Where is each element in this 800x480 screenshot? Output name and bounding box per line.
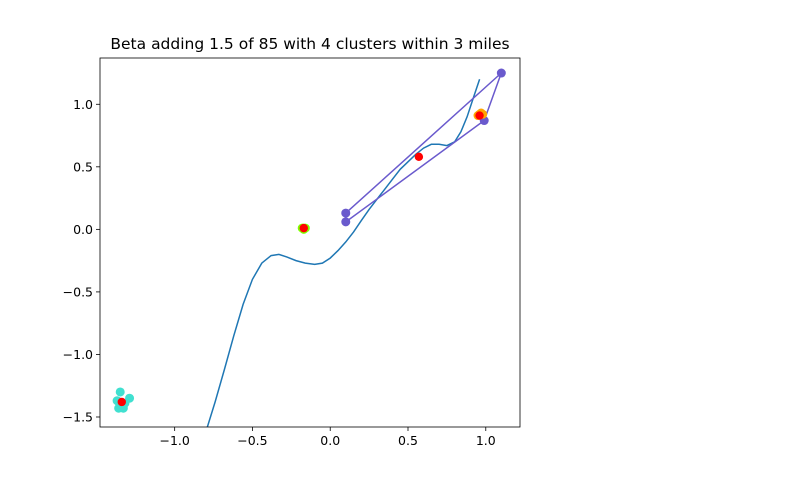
chart-title: Beta adding 1.5 of 85 with 4 clusters wi…: [110, 35, 509, 53]
y-tick-label: −1.5: [63, 409, 93, 424]
x-tick-label: −1.0: [159, 433, 189, 448]
cluster-3-point: [496, 68, 506, 78]
x-tick-label: 1.0: [476, 433, 496, 448]
cluster-2-centroid: [299, 223, 308, 233]
cluster-3-centroid: [414, 152, 424, 162]
cluster-1-centroid: [117, 397, 126, 407]
x-tick-label: 0.0: [320, 433, 340, 448]
plot-frame: [99, 57, 521, 428]
x-tick-label: −0.5: [237, 433, 267, 448]
y-tick-label: 0.0: [73, 222, 93, 237]
cluster-4-centroid: [475, 111, 484, 120]
cluster-centroids: [117, 111, 484, 407]
cluster-3-path: [345, 72, 503, 223]
plot-area: [112, 68, 506, 427]
cluster-1-point: [115, 387, 125, 397]
cluster-3-point: [341, 208, 351, 218]
y-axis: −1.5 −1.0 −0.5 0.0 0.5 1.0: [63, 97, 100, 424]
fitted-curve-line: [206, 79, 481, 427]
y-tick-label: −1.0: [63, 347, 93, 362]
x-tick-label: 0.5: [398, 433, 418, 448]
y-tick-label: −0.5: [63, 284, 93, 299]
x-axis: −1.0 −0.5 0.0 0.5 1.0: [159, 427, 496, 448]
cluster-3-point: [341, 217, 351, 227]
y-tick-label: 0.5: [73, 159, 93, 174]
cluster-3: [341, 68, 506, 227]
y-tick-label: 1.0: [73, 97, 93, 112]
